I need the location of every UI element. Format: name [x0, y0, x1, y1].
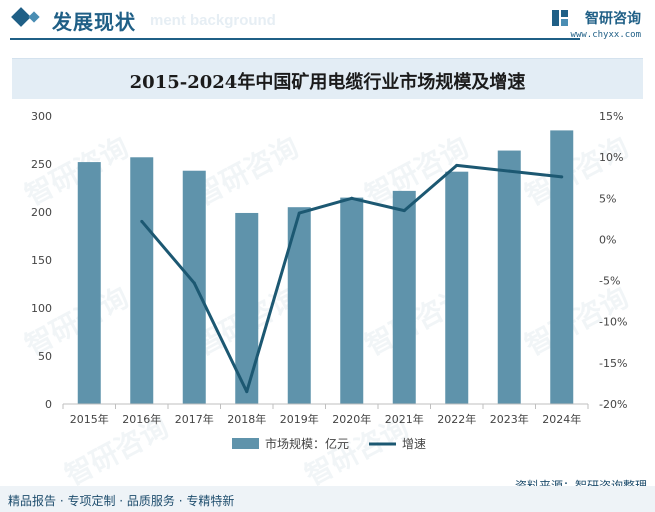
- x-tick-label: 2020年: [332, 412, 371, 426]
- y-right-tick-label: -10%: [599, 316, 627, 329]
- section-title: 发展现状: [52, 10, 136, 34]
- y-left-tick-label: 0: [45, 398, 52, 411]
- diamond-small-icon: [28, 11, 40, 23]
- legend-bar-swatch: [232, 438, 259, 449]
- y-right-tick-label: 15%: [599, 110, 623, 123]
- section-header: ment background 发展现状: [0, 0, 655, 42]
- chart-title: 2015-2024年中国矿用电缆行业市场规模及增速: [129, 72, 526, 93]
- x-tick-label: 2021年: [385, 412, 424, 426]
- footer-tagline: 精品报告 · 专项定制 · 品质服务 · 专精特新: [8, 494, 235, 508]
- y-right-tick-label: 10%: [599, 151, 623, 164]
- legend-bar-label: 市场规模：亿元: [265, 436, 349, 451]
- footer-bar: 精品报告 · 专项定制 · 品质服务 · 专精特新: [0, 486, 655, 512]
- y-right-tick-label: 0%: [599, 233, 616, 246]
- y-right-tick-label: -5%: [599, 275, 620, 288]
- bar: [77, 162, 101, 404]
- x-tick-label: 2015年: [70, 412, 109, 426]
- bar: [445, 171, 469, 404]
- growth-point: [560, 175, 564, 179]
- combo-chart: 0 50 100 150 200 250 300 -20% -15% -10% -5% 0% 5% 10%…: [31, 110, 627, 451]
- section-subtitle: ment background: [150, 12, 276, 29]
- y-right-tick-label: -20%: [599, 398, 627, 411]
- x-tick-label: 2019年: [280, 412, 319, 426]
- bar: [235, 212, 259, 404]
- bar: [497, 150, 521, 404]
- brand-name: 智研咨询: [585, 11, 641, 27]
- growth-point: [350, 196, 354, 200]
- bar: [392, 190, 416, 404]
- bar: [287, 207, 311, 404]
- y-right-tick-label: 5%: [599, 192, 616, 205]
- legend-line-label: 增速: [402, 437, 426, 451]
- x-tick-label: 2022年: [437, 412, 476, 426]
- y-left-tick-label: 50: [38, 350, 52, 363]
- x-tick-label: 2016年: [122, 412, 161, 426]
- growth-point: [192, 281, 196, 285]
- growth-point: [140, 219, 144, 223]
- y-left-tick-label: 200: [31, 206, 52, 219]
- growth-point: [245, 390, 249, 394]
- y-left-tick-label: 300: [31, 110, 52, 123]
- growth-point: [402, 209, 406, 213]
- brand-url: www.chyxx.com: [570, 30, 641, 40]
- chart-title-bar: 2015-2024年中国矿用电缆行业市场规模及增速: [12, 58, 643, 99]
- y-left-tick-label: 150: [31, 254, 52, 267]
- x-tick-label: 2018年: [227, 412, 266, 426]
- growth-point: [297, 211, 301, 215]
- bar: [130, 157, 154, 404]
- header-divider: [10, 38, 580, 40]
- x-tick-label: 2017年: [175, 412, 214, 426]
- y-right-tick-label: -15%: [599, 357, 627, 370]
- growth-point: [455, 163, 459, 167]
- growth-point: [507, 169, 511, 173]
- x-tick-label: 2024年: [542, 412, 581, 426]
- y-left-tick-label: 250: [31, 158, 52, 171]
- bar: [182, 170, 206, 404]
- brand-logo-icon: [552, 10, 568, 26]
- y-left-tick-label: 100: [31, 302, 52, 315]
- bar: [550, 130, 574, 404]
- bar: [340, 197, 364, 404]
- x-tick-label: 2023年: [490, 412, 529, 426]
